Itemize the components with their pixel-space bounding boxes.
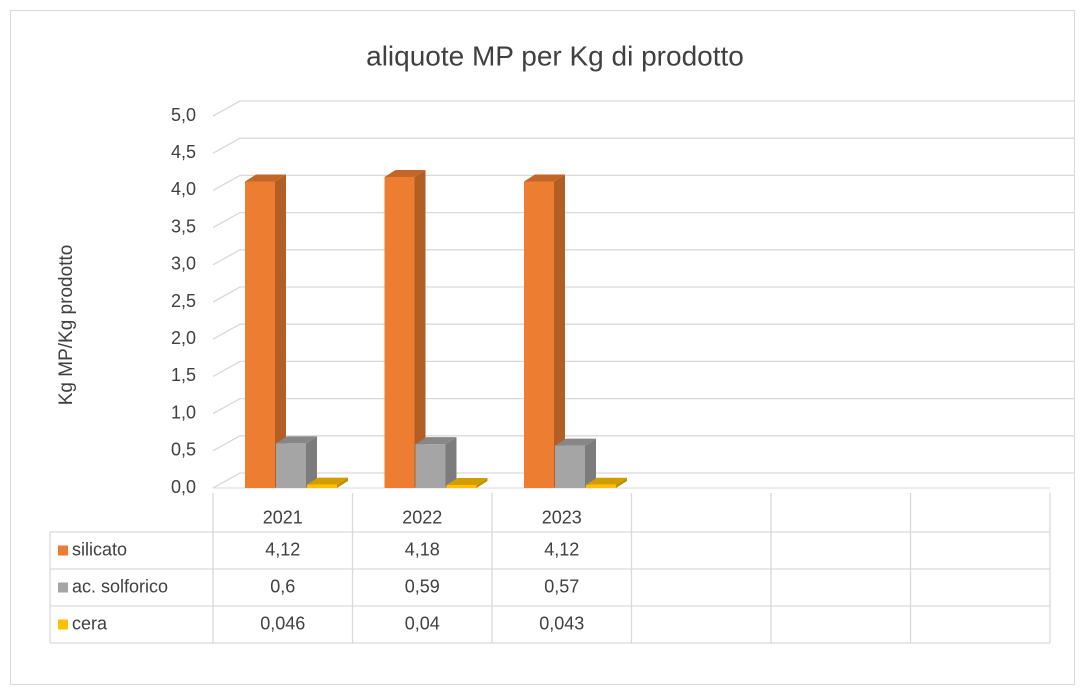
- table-value: 4,12: [544, 539, 579, 559]
- grid-line: [212, 435, 1075, 452]
- bar-side: [275, 174, 286, 489]
- bar-top: [384, 170, 426, 178]
- bar-side: [306, 436, 317, 488]
- bar-side: [616, 477, 627, 488]
- bar-top: [524, 174, 565, 182]
- bar-side: [554, 174, 565, 489]
- y-tick-label: 1,5: [171, 365, 196, 385]
- table-value: 0,59: [405, 576, 440, 596]
- grid-line: [212, 472, 1075, 489]
- y-tick-label: 1,0: [171, 402, 196, 422]
- x-tick-label: 2023: [542, 507, 582, 527]
- table-value: 0,04: [405, 613, 440, 633]
- bar: [524, 181, 554, 489]
- grid-line: [212, 137, 1075, 154]
- y-tick-label: 0,0: [171, 477, 196, 497]
- grid-line: [212, 360, 1075, 377]
- legend-label: silicato: [72, 539, 127, 559]
- table-value: 0,57: [544, 576, 579, 596]
- y-tick-label: 3,5: [171, 216, 196, 236]
- grid-line: [212, 211, 1075, 229]
- y-tick-label: 4,0: [171, 179, 196, 199]
- table-value: 4,12: [265, 539, 300, 559]
- bar-top: [555, 438, 596, 446]
- bar-top: [307, 477, 348, 485]
- bar-side: [476, 478, 488, 488]
- y-axis-title: Kg MP/Kg prodotto: [56, 245, 77, 406]
- grid-line: [212, 397, 1075, 415]
- bar-side: [445, 437, 457, 488]
- x-tick-label: 2021: [263, 507, 303, 527]
- bar-top: [415, 437, 457, 445]
- bar: [555, 445, 585, 488]
- table-value: 0,6: [270, 576, 295, 596]
- y-tick-label: 2,0: [171, 328, 196, 348]
- table-value: 4,18: [405, 539, 440, 559]
- bar-top: [586, 477, 627, 485]
- x-tick-label: 2022: [402, 507, 442, 527]
- grid-line: [212, 249, 1075, 266]
- bar: [586, 484, 616, 488]
- y-tick-label: 4,5: [171, 142, 196, 162]
- bar: [384, 177, 415, 488]
- bar: [307, 484, 337, 488]
- legend-label: ac. solforico: [72, 576, 168, 596]
- bar: [245, 181, 275, 489]
- y-tick-label: 5,0: [171, 105, 196, 125]
- grid-line: [212, 100, 1075, 117]
- table-value: 0,046: [260, 613, 305, 633]
- table-value: 0,043: [539, 613, 584, 633]
- legend-key: [58, 582, 68, 593]
- y-tick-label: 2,5: [171, 291, 196, 311]
- grid-line: [212, 323, 1075, 340]
- grid-line: [212, 174, 1075, 191]
- bar-side: [585, 438, 596, 488]
- bar: [446, 485, 477, 488]
- y-tick-label: 0,5: [171, 440, 196, 460]
- bar-side: [414, 170, 426, 488]
- bar-top: [276, 436, 317, 444]
- y-tick-label: 3,0: [171, 254, 196, 274]
- bar-side: [337, 477, 348, 488]
- legend-key: [58, 619, 68, 630]
- bar: [415, 444, 446, 488]
- legend-key: [58, 545, 68, 556]
- bar-top: [245, 174, 286, 182]
- legend-label: cera: [72, 613, 108, 633]
- bar: [276, 443, 306, 488]
- grid-line: [212, 286, 1075, 303]
- bar-top: [446, 478, 488, 486]
- chart-title: aliquote MP per Kg di prodotto: [366, 40, 744, 71]
